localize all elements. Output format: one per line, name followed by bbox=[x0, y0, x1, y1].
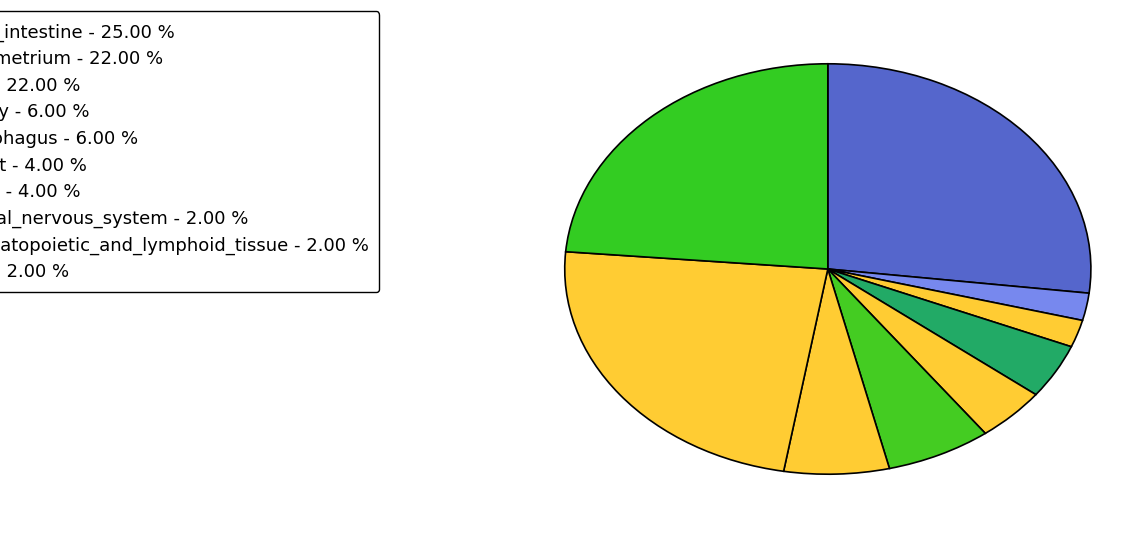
Wedge shape bbox=[828, 269, 1072, 394]
Wedge shape bbox=[828, 269, 1035, 434]
Wedge shape bbox=[828, 269, 1089, 321]
Wedge shape bbox=[784, 269, 889, 474]
Wedge shape bbox=[828, 269, 1083, 346]
Wedge shape bbox=[565, 252, 828, 471]
Wedge shape bbox=[566, 64, 828, 269]
Wedge shape bbox=[828, 64, 1091, 293]
Legend: large_intestine - 25.00 %, endometrium - 22.00 %, lung - 22.00 %, kidney - 6.00 : large_intestine - 25.00 %, endometrium -… bbox=[0, 11, 380, 292]
Wedge shape bbox=[828, 269, 985, 469]
